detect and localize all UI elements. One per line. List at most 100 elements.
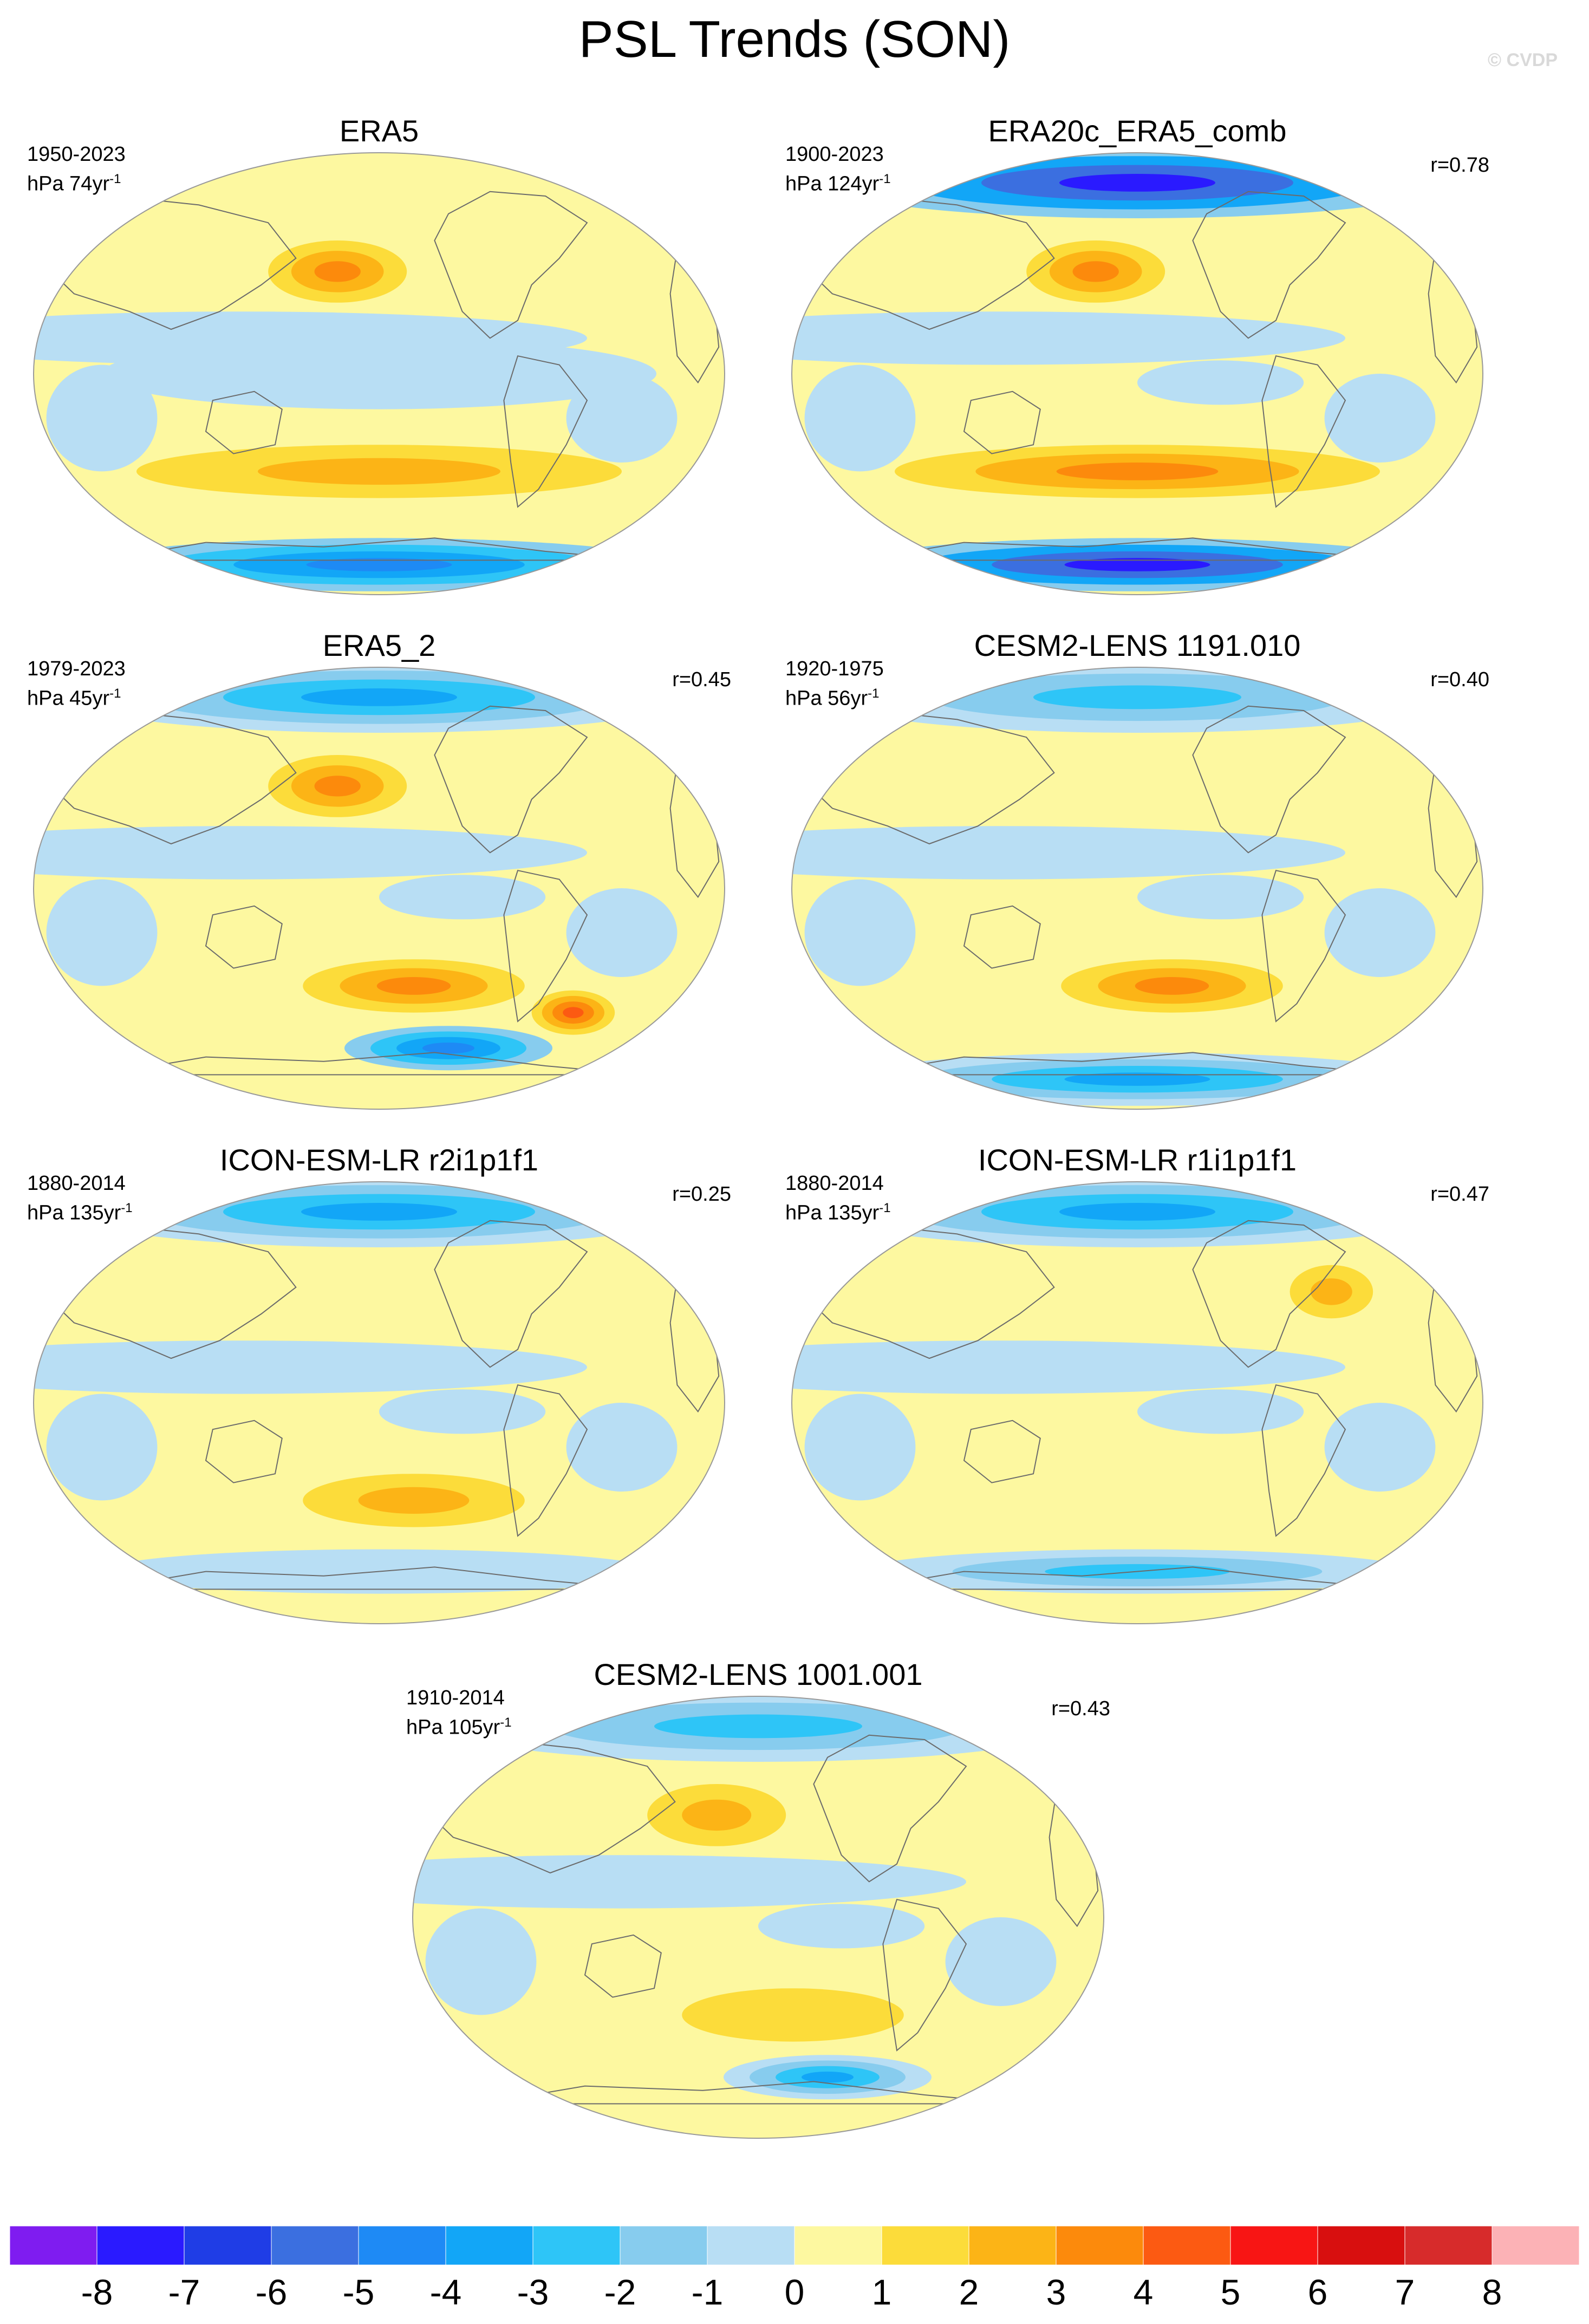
panel-units: hPa 135yr-1 <box>27 1196 133 1226</box>
map-panel: ERA20c_ERA5_comb 1900-2023 hPa 124yr-1 r=0.… <box>758 108 1516 596</box>
world-map <box>791 152 1483 595</box>
colorbar-tick-label: 8 <box>1482 2272 1502 2312</box>
panel-units-exponent: -1 <box>868 686 880 701</box>
panel-correlation: r=0.40 <box>1430 668 1489 691</box>
coastline <box>963 1420 1041 1483</box>
colorbar-segment <box>1143 2226 1231 2265</box>
map-panel: ERA5_2 1979-2023 hPa 45yr-1 r=0.45 <box>0 623 758 1110</box>
panel-period: 1880-2014 <box>27 1172 126 1195</box>
panel-units-text: hPa 45yr <box>27 687 110 710</box>
panel-units-text: hPa 124yr <box>785 172 880 196</box>
colorbar-tick-label: 6 <box>1307 2272 1328 2312</box>
panel-correlation: r=0.43 <box>1051 1697 1110 1720</box>
colorbar-tick-label: 1 <box>871 2272 892 2312</box>
panel-correlation: r=0.25 <box>672 1183 731 1206</box>
world-map <box>33 667 725 1110</box>
coastline <box>804 1224 1055 1359</box>
trend-contour <box>1064 1072 1210 1086</box>
coastline <box>425 1739 676 1874</box>
panel-period: 1920-1975 <box>785 658 884 680</box>
colorbar-tick-label: 3 <box>1046 2272 1066 2312</box>
coastline <box>584 1934 662 1998</box>
trend-contour <box>1056 463 1219 480</box>
panel-units-exponent: -1 <box>500 1715 512 1730</box>
panel-units-exponent: -1 <box>109 172 121 186</box>
coastline <box>434 1220 588 1368</box>
weak-negative-band <box>34 826 587 880</box>
trend-contour <box>258 458 500 485</box>
colorbar-segment <box>96 2226 185 2265</box>
map-border <box>33 152 725 595</box>
map-panel: ERA5 1950-2023 hPa 74yr-1 <box>0 108 758 596</box>
coastline <box>503 1384 588 1537</box>
panel-title: ERA5_2 <box>322 628 436 662</box>
colorbar-tick-label: -8 <box>81 2272 113 2312</box>
colorbar-segment <box>1492 2226 1579 2265</box>
world-map <box>791 1181 1483 1624</box>
colorbar-segment <box>10 2226 97 2265</box>
panel-correlation: r=0.45 <box>672 668 731 691</box>
trend-contour <box>102 338 656 409</box>
panel-units-exponent: -1 <box>109 686 121 701</box>
colorbar-segment <box>532 2226 621 2265</box>
weak-negative-band <box>1324 888 1436 977</box>
panel-title: ICON-ESM-LR r1i1p1f1 <box>978 1143 1297 1177</box>
weak-negative-band <box>379 875 546 920</box>
map-background <box>792 153 1483 595</box>
trend-contour <box>376 977 451 995</box>
panel-correlation: r=0.78 <box>1430 154 1489 177</box>
trend-contour <box>1059 174 1215 192</box>
weak-negative-band <box>792 311 1345 365</box>
trend-contour <box>301 688 457 706</box>
panel-units: hPa 135yr-1 <box>785 1196 891 1226</box>
map-border <box>791 667 1483 1110</box>
trend-contour <box>1135 977 1209 995</box>
panel-title: ERA5 <box>339 114 419 148</box>
colorbar-segment <box>794 2226 882 2265</box>
colorbar-tick-label: 0 <box>784 2272 805 2312</box>
colorbar-tick-label: 5 <box>1220 2272 1241 2312</box>
panel-units-exponent: -1 <box>879 1201 891 1215</box>
world-map <box>33 152 725 595</box>
panel-units-exponent: -1 <box>121 1201 133 1215</box>
trend-contour <box>314 261 361 282</box>
colorbar-segment <box>1230 2226 1318 2265</box>
colorbar-segment <box>1317 2226 1405 2265</box>
page-title: PSL Trends (SON) <box>578 10 1011 68</box>
map-border <box>412 1696 1104 2139</box>
panel-period: 1950-2023 <box>27 143 126 166</box>
panel-period: 1880-2014 <box>785 1172 884 1195</box>
coastline <box>205 1420 283 1483</box>
colorbar-segment <box>445 2226 533 2265</box>
weak-negative-band <box>792 1340 1345 1394</box>
colorbar-tick-label: 2 <box>959 2272 979 2312</box>
weak-negative-band <box>1137 1389 1304 1434</box>
colorbar-segment <box>184 2226 272 2265</box>
coastline <box>45 1224 297 1359</box>
panel-correlation: r=0.47 <box>1430 1183 1489 1206</box>
coastline <box>45 709 297 845</box>
colorbar-tick-label: 7 <box>1395 2272 1415 2312</box>
weak-negative-band <box>46 364 158 472</box>
weak-negative-band <box>792 826 1345 880</box>
colorbar-segment <box>358 2226 446 2265</box>
weak-negative-band <box>804 1394 916 1501</box>
panel-period: 1910-2014 <box>406 1687 505 1709</box>
weak-negative-band <box>1324 1403 1436 1492</box>
colorbar-segment <box>968 2226 1057 2265</box>
weak-negative-band <box>46 1394 158 1501</box>
colorbar-tick-label: 4 <box>1133 2272 1154 2312</box>
coastline <box>813 1734 967 1883</box>
trend-contour <box>306 558 452 571</box>
map-panel: CESM2-LENS 1001.001 1910-2014 hPa 105yr-1 r… <box>379 1652 1137 2139</box>
coastline <box>1261 355 1346 508</box>
weak-negative-band <box>804 879 916 986</box>
weak-negative-band <box>379 1389 546 1434</box>
map-panel: ICON-ESM-LR r1i1p1f1 1880-2014 hPa 135yr-1… <box>758 1137 1516 1625</box>
colorbar-tick-label: -4 <box>429 2272 462 2312</box>
map-background <box>792 667 1483 1109</box>
colorbar-tick-label: -6 <box>255 2272 288 2312</box>
weak-negative-band <box>1137 875 1304 920</box>
watermark: © CVDP <box>1488 50 1558 70</box>
weak-negative-band <box>413 1855 966 1909</box>
